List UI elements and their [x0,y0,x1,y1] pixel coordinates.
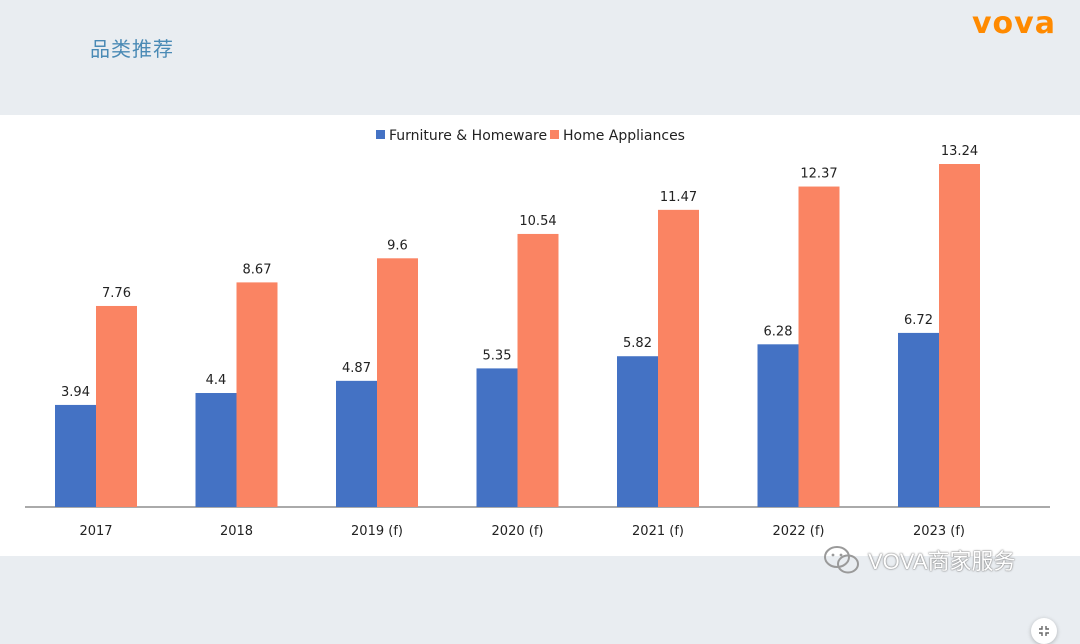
value-label-appliances-5: 12.37 [800,167,837,182]
bar-appliances-1 [236,282,278,507]
legend-label-furniture: Furniture & Homeware [389,128,547,144]
value-label-appliances-6: 13.24 [941,144,978,159]
x-tick-label-0: 2017 [79,524,112,539]
bar-furniture-6 [898,332,939,507]
value-label-appliances-4: 11.47 [660,190,697,205]
bar-furniture-2 [336,380,377,507]
value-label-appliances-3: 10.54 [519,214,556,229]
value-label-appliances-1: 8.67 [243,262,272,277]
x-tick-label-5: 2022 (f) [773,524,825,539]
value-label-furniture-2: 4.87 [342,361,371,376]
bar-appliances-5 [798,186,840,507]
x-tick-label-4: 2021 (f) [632,524,684,539]
value-label-appliances-2: 9.6 [387,238,408,253]
x-tick-label-1: 2018 [220,524,253,539]
brand-logo: vova [972,6,1056,41]
value-label-furniture-3: 5.35 [483,348,512,363]
bar-furniture-5 [757,344,799,507]
value-label-furniture-1: 4.4 [206,373,227,388]
bar-appliances-2 [377,258,418,507]
bar-appliances-0 [96,305,137,507]
collapse-arrows-icon [1039,626,1049,636]
page-title: 品类推荐 [90,39,174,61]
bar-chart: Furniture & Homeware Home Appliances 3.9… [25,128,1050,539]
legend-label-appliances: Home Appliances [563,128,685,144]
x-tick-label-6: 2023 (f) [913,524,965,539]
legend-swatch-appliances [550,130,559,139]
wechat-icon [824,546,859,574]
value-label-furniture-4: 5.82 [623,336,652,351]
bar-appliances-6 [939,164,980,507]
x-tick-label-2: 2019 (f) [351,524,403,539]
value-label-furniture-5: 6.28 [764,324,793,339]
x-tick-label-3: 2020 (f) [492,524,544,539]
watermark: VOVA商家服务 [822,542,1016,578]
bar-furniture-1 [195,393,237,507]
value-label-appliances-0: 7.76 [102,286,131,301]
bar-appliances-3 [517,233,559,507]
bar-appliances-4 [658,209,699,507]
value-label-furniture-0: 3.94 [61,385,90,400]
bar-furniture-4 [617,356,658,507]
bar-furniture-3 [476,368,518,507]
chart-panel: Furniture & Homeware Home Appliances 3.9… [0,115,1080,644]
value-label-furniture-6: 6.72 [904,313,933,328]
collapse-button[interactable] [1031,618,1057,644]
legend-swatch-furniture [376,130,385,139]
bar-furniture-0 [55,404,96,507]
watermark-text: VOVA商家服务 [868,549,1016,574]
